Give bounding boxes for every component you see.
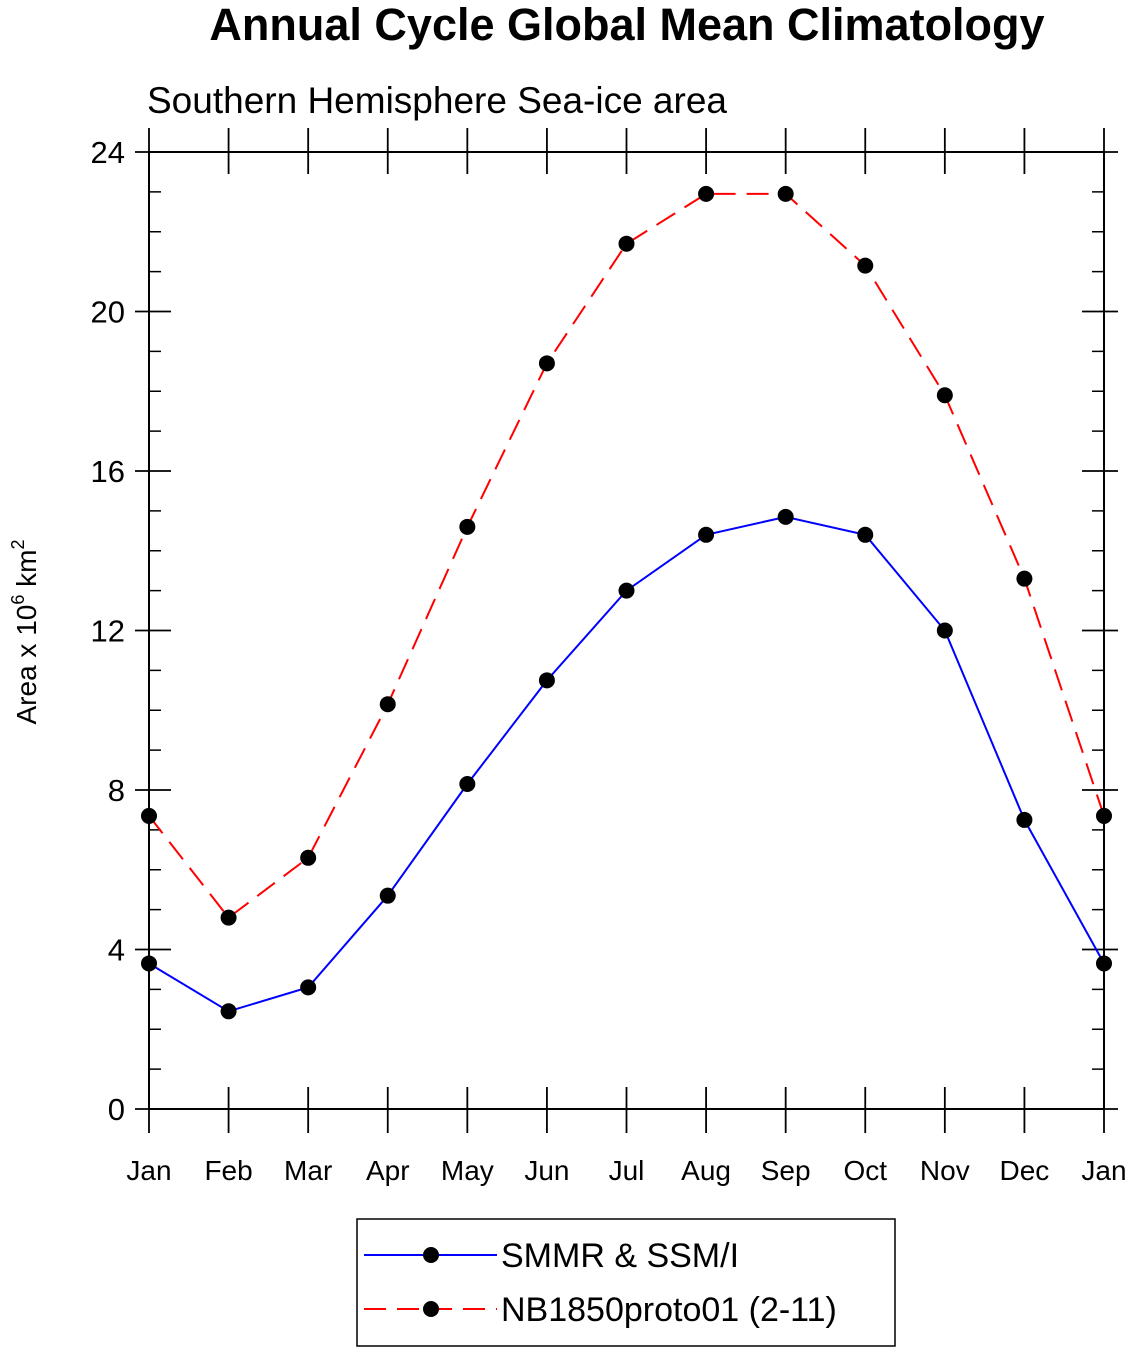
x-tick-label: Feb — [204, 1155, 252, 1186]
x-tick-label: May — [441, 1155, 494, 1186]
data-point — [220, 1003, 237, 1020]
data-point — [1016, 811, 1033, 828]
series-line — [148, 192, 1105, 919]
y-tick-label: 16 — [91, 454, 125, 489]
data-point — [141, 955, 157, 972]
x-tick-label: Jun — [524, 1155, 569, 1186]
data-point — [857, 526, 874, 543]
x-tick-label: Sep — [761, 1155, 811, 1186]
chart-subtitle: Southern Hemisphere Sea-ice area — [147, 80, 727, 121]
data-point — [936, 622, 953, 639]
data-point — [300, 979, 317, 996]
legend-entry-2: NB1850proto01 (2-11) — [364, 1291, 837, 1329]
data-point — [1096, 807, 1112, 824]
data-point — [777, 508, 794, 525]
y-tick-label: 4 — [108, 933, 125, 968]
series-1 — [141, 508, 1112, 1020]
x-tick-label: Aug — [681, 1155, 731, 1186]
y-axis-label-text: Area x 10 — [11, 605, 42, 725]
legend-marker — [423, 1301, 439, 1317]
legend: SMMR & SSM/I NB1850proto01 (2-11) — [356, 1218, 896, 1347]
series-layer — [141, 185, 1112, 1020]
y-axis-label-exponent: 6 — [8, 595, 28, 605]
data-point — [777, 185, 794, 202]
data-point — [618, 582, 635, 599]
x-tick-label: Apr — [366, 1155, 410, 1186]
x-tick-label: Mar — [284, 1155, 332, 1186]
y-tick-label: 24 — [91, 135, 125, 170]
y-tick-label: 0 — [108, 1092, 125, 1127]
x-tick-label: Jan — [126, 1155, 171, 1186]
data-point — [141, 807, 157, 824]
data-point — [1096, 955, 1112, 972]
x-tick-label: Jul — [609, 1155, 645, 1186]
legend-label: SMMR & SSM/I — [501, 1237, 739, 1275]
x-tick-label: Jan — [1081, 1155, 1126, 1186]
data-point — [1016, 570, 1033, 587]
y-tick-label: 12 — [91, 614, 125, 649]
legend-entry-1: SMMR & SSM/I — [364, 1237, 739, 1275]
data-point — [300, 849, 317, 866]
y-tick-label: 20 — [91, 295, 125, 330]
data-point — [459, 518, 476, 535]
x-tick-label: Nov — [920, 1155, 970, 1186]
data-point — [698, 185, 715, 202]
y-tick-label: 8 — [108, 773, 125, 808]
data-point — [538, 672, 555, 689]
x-axis: Jan Feb Mar Apr May Jun Jul Aug Sep Oct Nov Dec Jan — [126, 128, 1127, 1186]
data-point — [379, 887, 396, 904]
y-axis-label-unit-exponent: 2 — [8, 540, 28, 550]
data-point — [459, 776, 476, 793]
data-point — [618, 235, 635, 252]
data-point — [220, 909, 237, 926]
legend-marker — [423, 1247, 439, 1263]
legend-label: NB1850proto01 (2-11) — [501, 1291, 837, 1329]
y-axis-label: Area x 106 km2 — [8, 540, 42, 725]
minor-ticks — [149, 191, 1104, 1070]
y-axis: 0 4 8 12 16 20 24 — [91, 135, 1118, 1127]
x-tick-label: Oct — [843, 1155, 887, 1186]
data-point — [936, 387, 953, 404]
data-point — [379, 696, 396, 713]
y-axis-label-unit: km — [11, 550, 42, 595]
chart-title: Annual Cycle Global Mean Climatology — [209, 0, 1044, 50]
x-tick-label: Dec — [1000, 1155, 1050, 1186]
data-point — [857, 257, 874, 274]
series-2 — [141, 185, 1112, 926]
plot-border — [148, 151, 1105, 1110]
data-point — [698, 526, 715, 543]
legend-box — [356, 1218, 896, 1347]
data-point — [538, 355, 555, 372]
plot-frame — [148, 151, 1105, 1110]
